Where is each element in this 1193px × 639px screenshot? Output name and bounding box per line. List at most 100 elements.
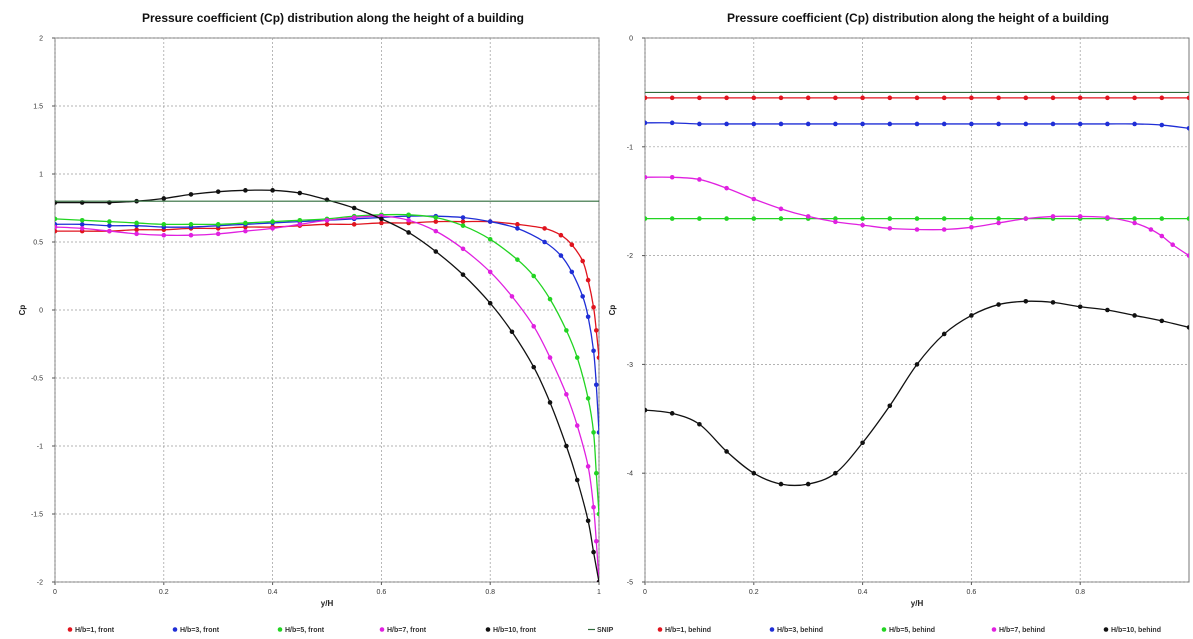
series-h-b-7-behind-point [887,226,893,231]
series-h-b-7-behind-point [1077,214,1083,219]
legend-label: H/b=7, behind [999,627,1045,634]
y-tick-label: -3 [627,362,633,369]
series-h-b-7-front-point [351,215,357,220]
legend-marker [769,627,775,632]
series-h-b-10-behind-point [941,331,947,337]
x-tick-label: 0 [53,589,57,596]
series-h-b-5-front-point [79,217,85,223]
series-h-b-7-behind-point [914,227,920,232]
series-h-b-10-front-point [574,477,580,483]
series-h-b-1-front-point [433,219,439,224]
y-tick-label: -2 [627,253,633,260]
series-h-b-10-behind-point [805,481,811,487]
series-h-b-7-front-point [585,464,591,469]
series-h-b-10-front-point [596,579,599,582]
y-tick-label: -0.5 [31,376,43,383]
series-h-b-5-front-point [297,217,303,223]
series-h-b-1-behind-point [751,95,757,101]
legend-marker [881,627,887,632]
series-h-b-5-behind-point [1159,216,1165,221]
series-h-b-7-front-point [270,226,275,231]
series-h-b-7-front-point [134,231,139,237]
y-tick-label: 0 [629,36,633,43]
series-h-b-3-front-point [580,294,585,299]
series-h-b-10-behind-point [669,411,675,416]
series-h-b-5-front-point [188,222,194,227]
series-h-b-5-front-point [596,511,599,517]
series-h-b-5-front-point [55,216,58,222]
series-h-b-3-front-point [591,348,596,354]
legend-marker [277,627,283,632]
legend-label: SNIP [597,627,614,634]
series-h-b-10-front-point [188,192,194,197]
series-h-b-1-behind-point [1159,95,1165,101]
series-h-b-1-front-point [585,277,591,283]
series-layer [645,91,1189,487]
series-h-b-1-behind-point [1132,95,1137,101]
legend-marker [172,627,178,632]
x-tick-label: 0.4 [268,589,278,596]
series-h-b-1-behind-point [1105,95,1110,101]
series-h-b-5-front-point [406,212,411,218]
series-h-b-1-behind-point [941,95,947,101]
series-h-b-7-behind-point [805,214,811,219]
legend-label: H/b=10, behind [1111,627,1161,634]
series-h-b-7-behind-point [969,225,974,230]
x-tick-label: 0.2 [749,589,759,596]
series-h-b-3-behind-point [969,121,974,127]
series-h-b-7-front-point [161,232,167,238]
series-h-b-3-behind-point [914,121,920,127]
series-h-b-5-front-point [460,223,466,228]
series-h-b-10-front-point [161,196,167,201]
series-h-b-1-behind-point [1186,95,1189,101]
series-h-b-10-behind-point [887,403,893,409]
y-tick-label: -5 [627,580,633,587]
series-h-b-7-behind-point [1050,214,1056,219]
series-h-b-1-front-point [379,220,384,226]
series-h-b-10-front-point [531,364,537,370]
series-h-b-10-front-point [509,329,515,335]
series-h-b-5-front-point [591,430,596,435]
x-tick-label: 0.8 [1075,589,1085,596]
x-tick-label: 0.6 [377,589,387,596]
series-h-b-7-front-point [406,217,411,223]
series-h-b-7-behind-point [645,174,648,180]
series-h-b-5-front-point [107,219,112,224]
series-h-b-3-behind-point [941,121,947,127]
series-h-b-5-front-point [515,257,520,262]
x-tick-label: 0.4 [858,589,868,596]
series-h-b-7-behind-point [697,177,702,182]
y-tick-label: 1 [39,172,43,179]
y-tick-label: 2 [39,36,43,43]
series-h-b-3-behind-point [1159,122,1165,128]
series-h-b-7-behind-point [860,222,865,228]
series-h-b-1-front-point [542,226,547,231]
series-h-b-5-front-point [531,273,537,279]
series-h-b-10-front-point [351,205,357,211]
series-h-b-7-behind-point [941,227,947,232]
series-h-b-7-behind-point [1132,220,1137,226]
y-tick-label: -1 [37,444,43,451]
legend-label: H/b=3, behind [777,627,823,634]
y-tick-label: -4 [627,471,633,478]
series-h-b-5-behind-point [751,216,757,221]
series-h-b-10-behind-point [778,481,784,487]
series-h-b-7-behind-point [1159,233,1165,239]
series-h-b-3-behind-point [1077,121,1083,127]
series-h-b-1-front-point [569,242,575,248]
series-h-b-10-front-point [487,300,493,306]
series-h-b-3-behind-point [751,121,757,127]
series-h-b-1-behind-point [969,95,974,101]
series-h-b-1-front-point [55,228,58,234]
series-h-b-7-behind-point [778,206,784,212]
legend-marker [991,627,997,632]
chart-title: Pressure coefficient (Cp) distribution a… [142,11,524,25]
chart-panel-2: 0 0.2 0.4 0.6 0.8 -5 -4 -3 -2 -1 0 Pressure coeffic… [608,11,1190,634]
series-h-b-5-front-point [487,236,493,242]
series-h-b-5-front-point [161,222,167,227]
series-h-b-7-front-point [547,355,553,360]
series-h-b-7-behind-point [1170,242,1175,248]
series-h-b-3-front-point [487,219,493,224]
series-h-b-3-behind-point [697,121,702,127]
